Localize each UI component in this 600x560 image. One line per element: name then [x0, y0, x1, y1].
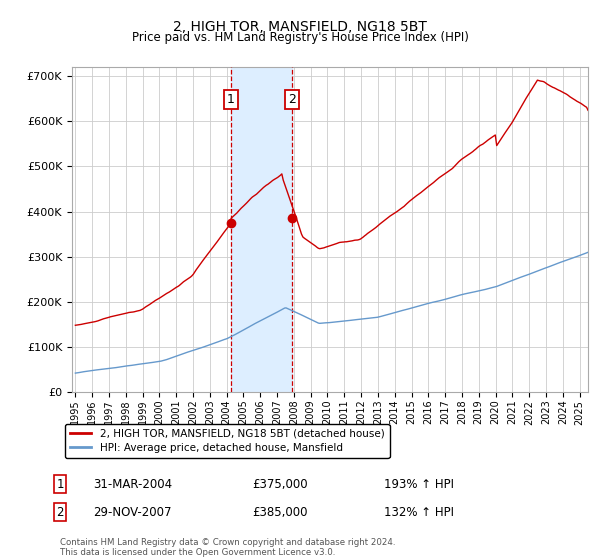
Text: 2, HIGH TOR, MANSFIELD, NG18 5BT: 2, HIGH TOR, MANSFIELD, NG18 5BT — [173, 20, 427, 34]
Text: 31-MAR-2004: 31-MAR-2004 — [93, 478, 172, 491]
Text: 29-NOV-2007: 29-NOV-2007 — [93, 506, 172, 519]
Legend: 2, HIGH TOR, MANSFIELD, NG18 5BT (detached house), HPI: Average price, detached : 2, HIGH TOR, MANSFIELD, NG18 5BT (detach… — [65, 424, 389, 458]
Text: 193% ↑ HPI: 193% ↑ HPI — [384, 478, 454, 491]
Text: 2: 2 — [56, 506, 64, 519]
Text: 132% ↑ HPI: 132% ↑ HPI — [384, 506, 454, 519]
Text: £385,000: £385,000 — [252, 506, 308, 519]
Text: £375,000: £375,000 — [252, 478, 308, 491]
Text: Price paid vs. HM Land Registry's House Price Index (HPI): Price paid vs. HM Land Registry's House … — [131, 31, 469, 44]
Text: 1: 1 — [227, 93, 235, 106]
Text: Contains HM Land Registry data © Crown copyright and database right 2024.
This d: Contains HM Land Registry data © Crown c… — [60, 538, 395, 557]
Bar — [231, 67, 292, 392]
Text: 2: 2 — [289, 93, 296, 106]
Text: 1: 1 — [56, 478, 64, 491]
